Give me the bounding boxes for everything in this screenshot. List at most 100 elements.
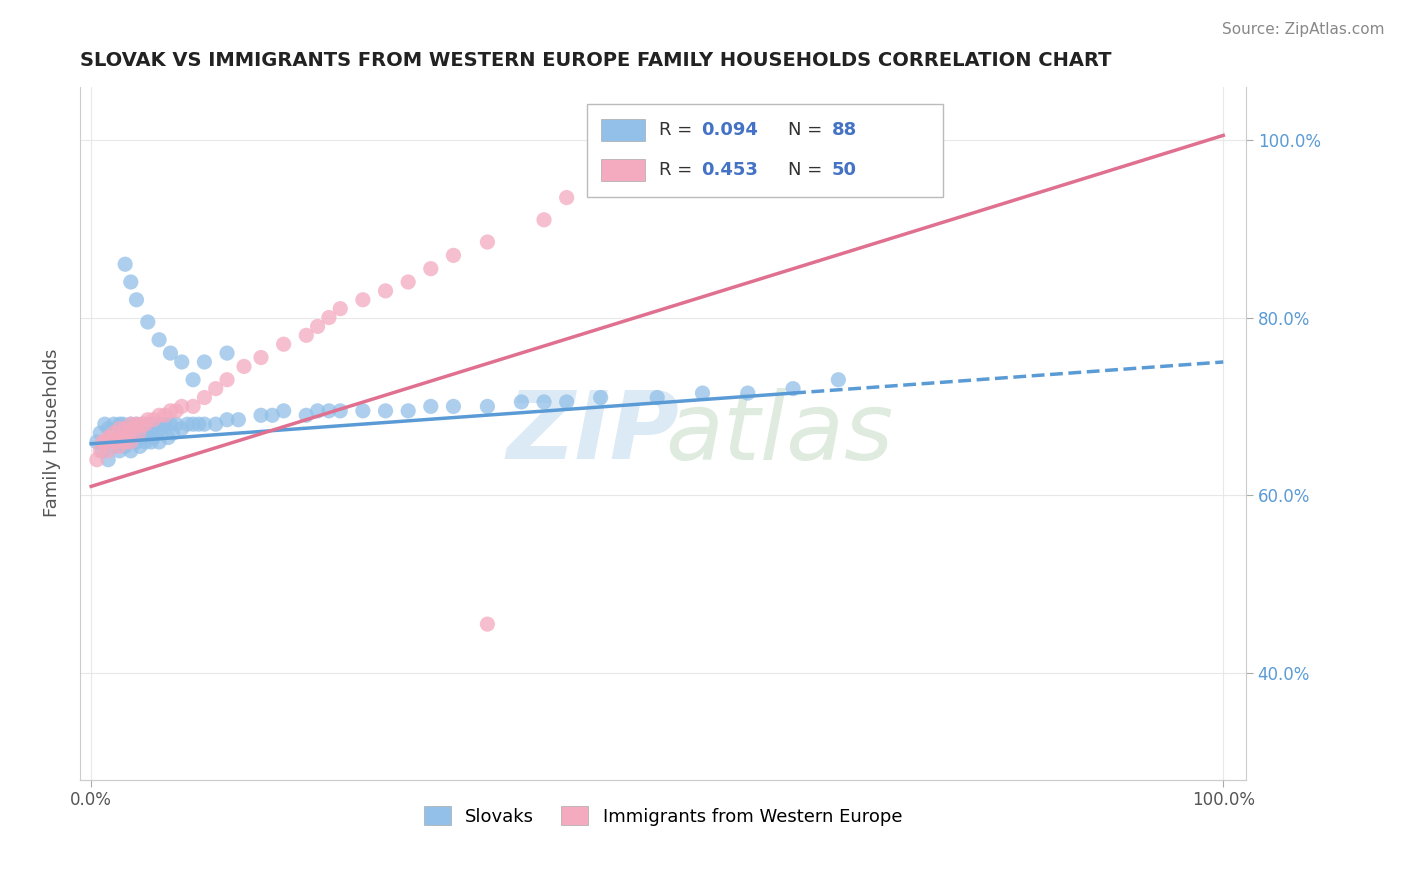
Point bbox=[103, 417, 125, 432]
Point bbox=[142, 430, 165, 444]
Point bbox=[181, 373, 204, 387]
Point bbox=[150, 422, 173, 436]
Point bbox=[533, 212, 555, 227]
Point bbox=[692, 386, 714, 401]
Point bbox=[108, 422, 131, 436]
Point bbox=[146, 425, 169, 440]
Point bbox=[131, 417, 153, 432]
Point bbox=[117, 425, 139, 440]
Point bbox=[97, 452, 120, 467]
Point bbox=[103, 439, 125, 453]
Point bbox=[89, 443, 111, 458]
Point bbox=[142, 417, 165, 432]
Point bbox=[165, 417, 187, 432]
Point bbox=[97, 430, 120, 444]
Point bbox=[125, 434, 148, 449]
Point bbox=[125, 293, 148, 307]
Point bbox=[97, 422, 120, 436]
Point bbox=[374, 284, 396, 298]
Point bbox=[419, 261, 441, 276]
Point bbox=[193, 417, 215, 432]
Point bbox=[329, 301, 352, 316]
Point bbox=[141, 434, 163, 449]
Point bbox=[125, 417, 148, 432]
Point bbox=[91, 434, 114, 449]
Text: 0.453: 0.453 bbox=[702, 161, 758, 178]
Point bbox=[396, 275, 419, 289]
Point bbox=[181, 417, 204, 432]
Point bbox=[250, 409, 273, 423]
Point bbox=[193, 355, 215, 369]
Point bbox=[165, 404, 187, 418]
Point bbox=[120, 434, 142, 449]
Point bbox=[318, 310, 340, 325]
Point bbox=[374, 404, 396, 418]
Point bbox=[737, 386, 759, 401]
Point bbox=[555, 395, 578, 409]
Point bbox=[153, 409, 176, 423]
Point bbox=[827, 373, 849, 387]
Point bbox=[114, 257, 136, 271]
Point bbox=[181, 400, 204, 414]
Point bbox=[273, 337, 295, 351]
Point bbox=[131, 430, 153, 444]
Point bbox=[233, 359, 256, 374]
Point bbox=[215, 373, 238, 387]
Point bbox=[114, 434, 136, 449]
Point bbox=[215, 413, 238, 427]
Point bbox=[510, 395, 533, 409]
Point bbox=[121, 430, 143, 444]
Point bbox=[94, 417, 117, 432]
Point bbox=[105, 434, 128, 449]
Point bbox=[159, 346, 181, 360]
Point bbox=[782, 382, 804, 396]
Point bbox=[352, 404, 374, 418]
Point bbox=[100, 430, 122, 444]
Point bbox=[111, 434, 134, 449]
Point bbox=[132, 422, 155, 436]
Point bbox=[443, 248, 465, 262]
Point bbox=[136, 315, 159, 329]
Point bbox=[204, 417, 226, 432]
Point bbox=[120, 417, 142, 432]
Point bbox=[94, 434, 117, 449]
Point bbox=[477, 400, 499, 414]
Point bbox=[443, 400, 465, 414]
Point bbox=[117, 434, 139, 449]
Point bbox=[170, 422, 193, 436]
Point bbox=[170, 355, 193, 369]
Point bbox=[148, 417, 170, 432]
Point bbox=[250, 351, 273, 365]
Point bbox=[318, 404, 340, 418]
Point bbox=[97, 443, 120, 458]
Text: SLOVAK VS IMMIGRANTS FROM WESTERN EUROPE FAMILY HOUSEHOLDS CORRELATION CHART: SLOVAK VS IMMIGRANTS FROM WESTERN EUROPE… bbox=[80, 51, 1111, 70]
Point bbox=[91, 443, 114, 458]
Point bbox=[396, 404, 419, 418]
Point bbox=[111, 430, 134, 444]
Point bbox=[139, 422, 162, 436]
Point bbox=[307, 404, 329, 418]
Point bbox=[159, 404, 181, 418]
Point bbox=[117, 422, 139, 436]
Point bbox=[148, 434, 170, 449]
Point bbox=[122, 422, 145, 436]
Point bbox=[135, 417, 157, 432]
Point bbox=[108, 439, 131, 453]
Point bbox=[148, 409, 170, 423]
FancyBboxPatch shape bbox=[602, 159, 645, 181]
FancyBboxPatch shape bbox=[602, 120, 645, 141]
Point bbox=[187, 417, 209, 432]
FancyBboxPatch shape bbox=[588, 103, 943, 197]
Point bbox=[89, 425, 111, 440]
Point bbox=[533, 395, 555, 409]
Point bbox=[162, 425, 184, 440]
Point bbox=[136, 413, 159, 427]
Point bbox=[120, 443, 142, 458]
Text: 0.094: 0.094 bbox=[702, 121, 758, 139]
Text: Source: ZipAtlas.com: Source: ZipAtlas.com bbox=[1222, 22, 1385, 37]
Y-axis label: Family Households: Family Households bbox=[44, 349, 60, 517]
Text: 88: 88 bbox=[832, 121, 858, 139]
Point bbox=[477, 617, 499, 632]
Point bbox=[125, 417, 148, 432]
Point bbox=[122, 422, 145, 436]
